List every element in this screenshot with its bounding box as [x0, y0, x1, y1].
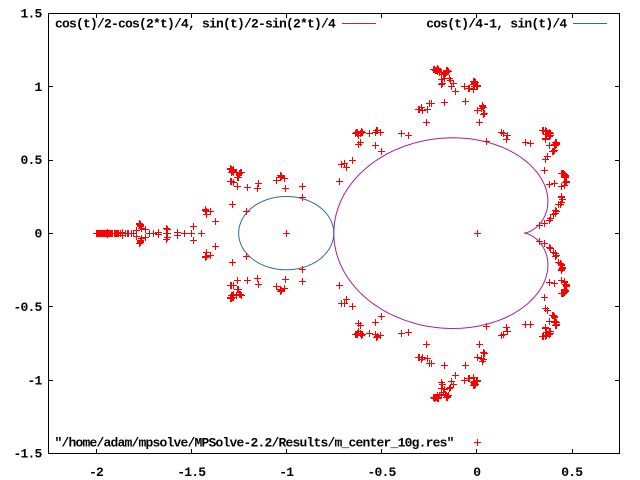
- svg-text:0: 0: [473, 465, 481, 480]
- svg-text:-1.5: -1.5: [13, 447, 42, 462]
- svg-text:-0.5: -0.5: [13, 300, 42, 315]
- svg-text:-2: -2: [89, 465, 104, 480]
- svg-text:1: 1: [34, 80, 42, 95]
- svg-text:0: 0: [34, 227, 42, 242]
- svg-text:-1: -1: [279, 465, 294, 480]
- svg-text:-1: -1: [27, 373, 42, 388]
- svg-text:1.5: 1.5: [20, 7, 42, 22]
- svg-text:-0.5: -0.5: [367, 465, 396, 480]
- svg-text:0.5: 0.5: [561, 465, 583, 480]
- svg-text:0.5: 0.5: [20, 153, 42, 168]
- svg-text:cos(t)/4-1, sin(t)/4: cos(t)/4-1, sin(t)/4: [426, 17, 567, 32]
- svg-text:-1.5: -1.5: [177, 465, 206, 480]
- svg-text:"/home/adam/mpsolve/MPSolve-2.: "/home/adam/mpsolve/MPSolve-2.2/Results/…: [55, 436, 454, 451]
- svg-text:cos(t)/2-cos(2*t)/4, sin(t)/2-: cos(t)/2-cos(2*t)/4, sin(t)/2-sin(2*t)/4: [55, 17, 336, 32]
